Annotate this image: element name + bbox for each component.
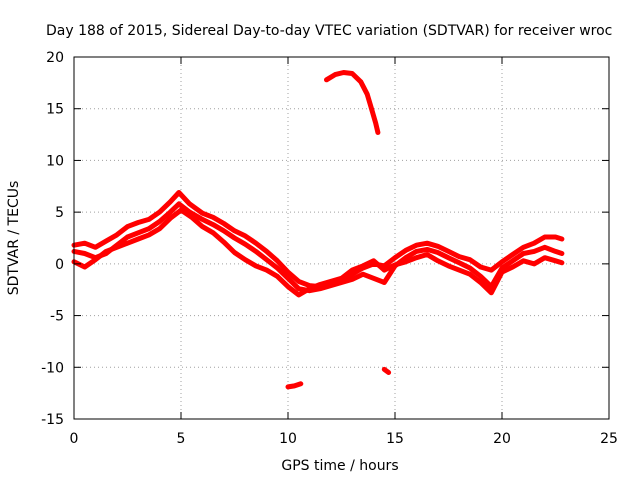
y-tick-label: 5	[55, 205, 64, 221]
y-axis-tick-labels: -15 -10 -5 0 5 10 15 20	[41, 50, 64, 428]
data-series	[71, 70, 565, 390]
y-tick-label: 15	[46, 102, 64, 118]
y-tick-label: 10	[46, 153, 64, 169]
y-axis-label: SDTVAR / TECUs	[6, 181, 22, 296]
series-track-c	[71, 207, 565, 298]
series-track-low-2	[381, 366, 392, 375]
x-tick-label: 15	[386, 431, 404, 447]
x-axis-label: GPS time / hours	[281, 458, 398, 474]
x-tick-label: 0	[70, 431, 79, 447]
axis-ticks	[73, 56, 610, 420]
y-tick-label: 0	[55, 257, 64, 273]
x-tick-label: 25	[600, 431, 618, 447]
x-tick-label: 20	[493, 431, 511, 447]
grid-lines	[74, 57, 609, 419]
y-tick-label: -15	[41, 412, 64, 428]
series-track-b	[71, 201, 565, 294]
chart-title: Day 188 of 2015, Sidereal Day-to-day VTE…	[46, 23, 612, 39]
plot-frame	[73, 56, 610, 420]
y-tick-label: -10	[41, 360, 64, 376]
y-tick-label: -5	[50, 309, 64, 325]
y-tick-label: 20	[46, 50, 64, 66]
x-tick-label: 5	[177, 431, 186, 447]
x-tick-label: 10	[279, 431, 297, 447]
x-axis-tick-labels: 0 5 10 15 20 25	[70, 431, 618, 447]
series-track-a	[71, 190, 565, 290]
series-track-arc	[324, 70, 381, 135]
series-track-low-1	[285, 381, 304, 390]
